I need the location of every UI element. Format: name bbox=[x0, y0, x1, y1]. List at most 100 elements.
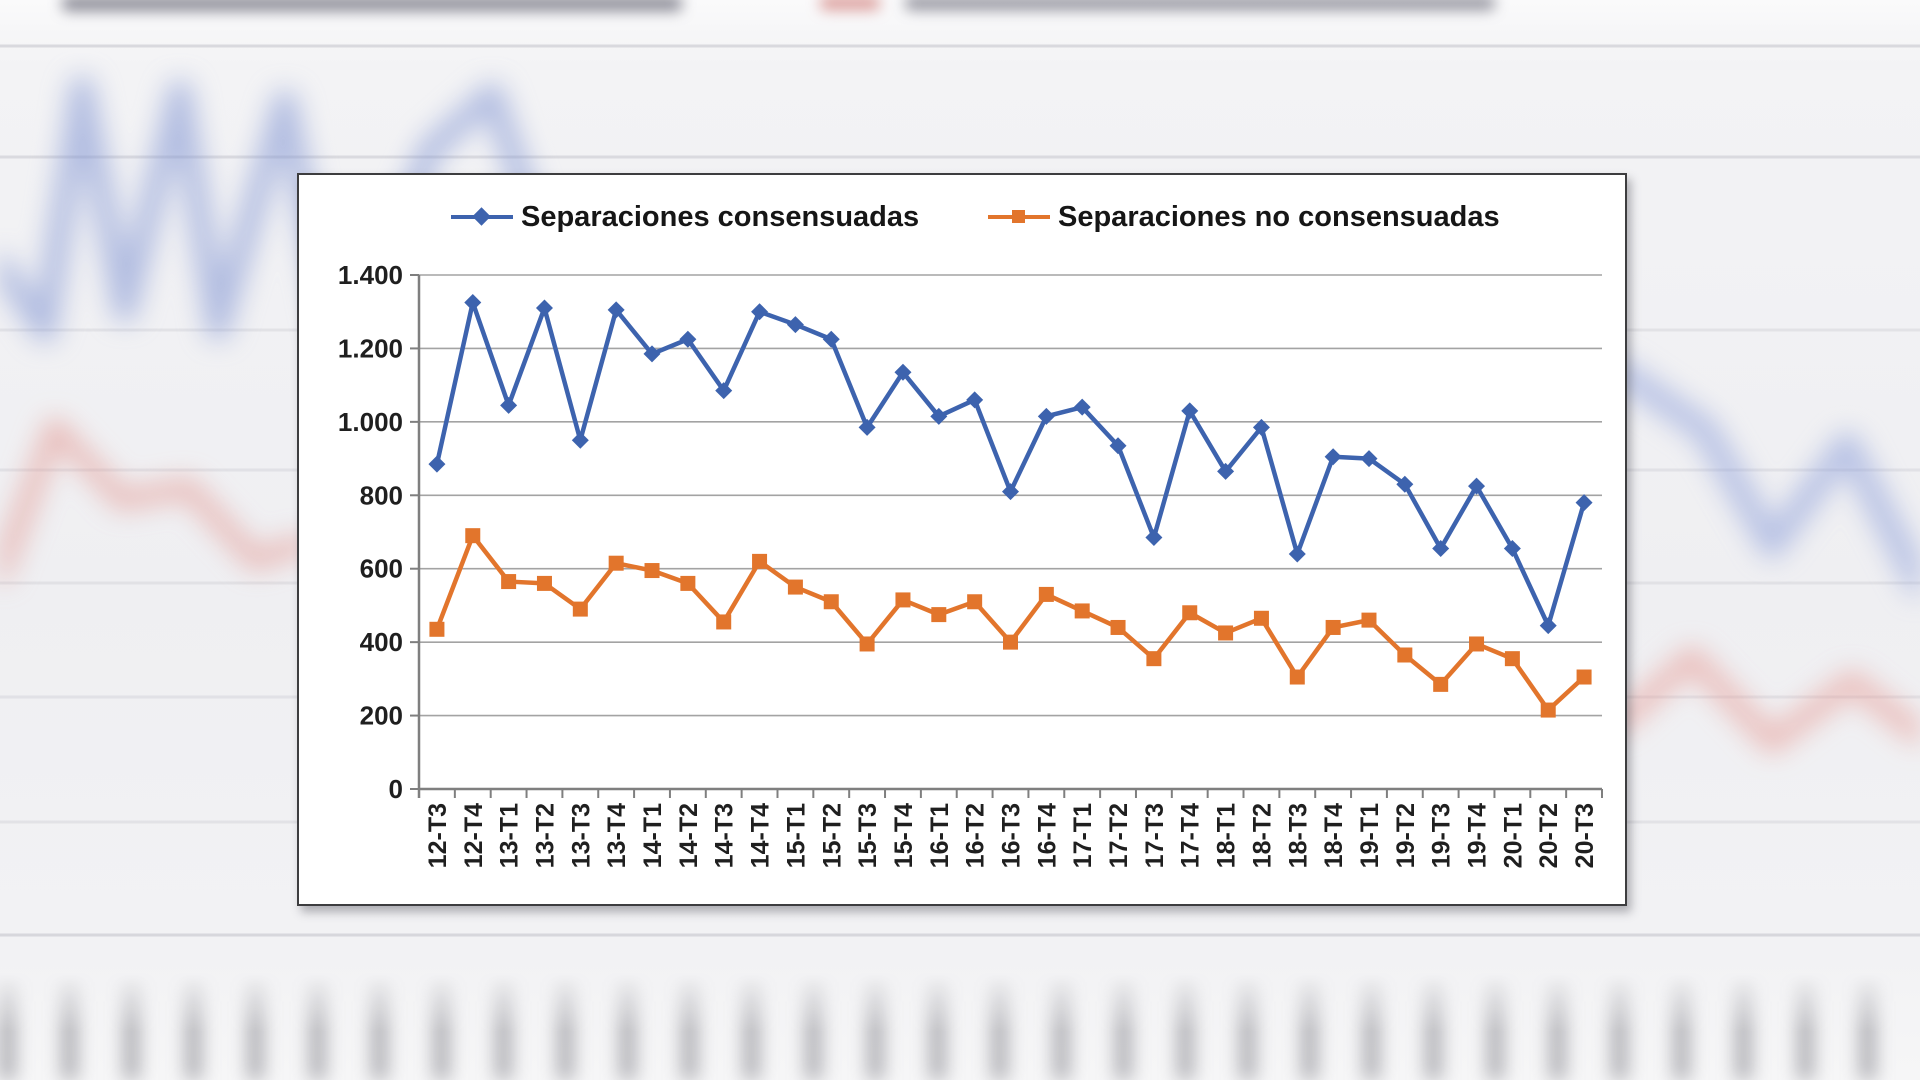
data-point-diamond-icon bbox=[1288, 545, 1306, 563]
series-line-0 bbox=[434, 300, 1587, 628]
data-point-square-icon bbox=[1110, 619, 1126, 635]
x-tick-label: 15-T2 bbox=[818, 803, 846, 868]
data-point-square-icon bbox=[787, 579, 803, 595]
data-point-diamond-icon bbox=[1217, 462, 1235, 480]
data-point-diamond-icon bbox=[715, 382, 733, 400]
data-point-square-icon bbox=[1218, 625, 1234, 641]
x-tick-label: 18-T2 bbox=[1248, 803, 1276, 868]
x-tick-label: 18-T3 bbox=[1284, 803, 1312, 868]
data-point-square-icon bbox=[1397, 647, 1413, 663]
data-point-diamond-icon bbox=[1073, 398, 1091, 416]
y-tick-label: 1.200 bbox=[338, 333, 403, 363]
data-point-square-icon bbox=[1361, 612, 1377, 628]
x-tick-label: 15-T4 bbox=[890, 803, 918, 868]
data-point-diamond-icon bbox=[894, 363, 912, 381]
data-point-diamond-icon bbox=[1360, 450, 1378, 468]
x-tick-label: 18-T4 bbox=[1320, 803, 1348, 868]
legend-marker-consensuadas-icon bbox=[451, 201, 513, 233]
data-point-diamond-icon bbox=[1539, 617, 1557, 635]
data-point-diamond-icon bbox=[535, 299, 553, 317]
data-point-diamond-icon bbox=[786, 316, 804, 334]
data-point-diamond-icon bbox=[1252, 418, 1270, 436]
data-point-square-icon bbox=[752, 553, 768, 569]
x-tick-label: 20-T1 bbox=[1499, 803, 1527, 868]
y-tick-label: 0 bbox=[389, 774, 403, 804]
data-point-square-icon bbox=[572, 601, 588, 617]
data-point-diamond-icon bbox=[464, 294, 482, 312]
data-point-diamond-icon bbox=[1396, 475, 1414, 493]
x-tick-label: 20-T3 bbox=[1571, 803, 1599, 868]
data-point-square-icon bbox=[1074, 603, 1090, 619]
data-point-square-icon bbox=[895, 592, 911, 608]
x-tick-label: 16-T4 bbox=[1033, 803, 1061, 868]
data-point-square-icon bbox=[823, 594, 839, 610]
y-tick-label: 600 bbox=[360, 554, 403, 584]
data-point-diamond-icon bbox=[1432, 540, 1450, 558]
data-point-square-icon bbox=[1146, 651, 1162, 667]
x-tick-label: 14-T1 bbox=[639, 803, 667, 868]
data-point-diamond-icon bbox=[571, 431, 589, 449]
x-tick-label: 14-T4 bbox=[747, 803, 775, 868]
x-tick-label: 13-T1 bbox=[496, 803, 524, 868]
data-point-diamond-icon bbox=[1002, 483, 1019, 501]
data-point-square-icon bbox=[931, 607, 947, 623]
data-point-square-icon bbox=[1504, 651, 1520, 667]
y-tick-label: 400 bbox=[360, 627, 403, 657]
x-tick-label: 12-T4 bbox=[460, 803, 488, 868]
y-tick-label: 800 bbox=[360, 480, 403, 510]
data-point-diamond-icon bbox=[930, 407, 948, 425]
x-tick-label: 13-T2 bbox=[531, 803, 559, 868]
data-point-diamond-icon bbox=[1468, 477, 1486, 495]
x-tick-label: 14-T2 bbox=[675, 803, 703, 868]
data-point-diamond-icon bbox=[751, 303, 769, 321]
x-tick-label: 16-T1 bbox=[926, 803, 954, 868]
data-point-diamond-icon bbox=[500, 396, 518, 414]
x-tick-label: 20-T2 bbox=[1535, 803, 1563, 868]
x-tick-label: 17-T2 bbox=[1105, 803, 1133, 868]
legend-marker-no-consensuadas-icon bbox=[988, 201, 1050, 233]
data-point-square-icon bbox=[716, 614, 732, 630]
blurred-top-text bbox=[62, 0, 682, 11]
data-point-diamond-icon bbox=[428, 455, 446, 473]
x-tick-label: 19-T3 bbox=[1428, 803, 1456, 868]
x-tick-label: 17-T3 bbox=[1141, 803, 1169, 868]
data-point-square-icon bbox=[1576, 669, 1592, 685]
x-tick-label: 14-T3 bbox=[711, 803, 739, 868]
data-point-square-icon bbox=[1289, 669, 1305, 685]
x-tick-label: 19-T1 bbox=[1356, 803, 1384, 868]
data-point-square-icon bbox=[1038, 586, 1054, 602]
y-tick-label: 1.000 bbox=[338, 407, 403, 437]
data-point-diamond-icon bbox=[1037, 407, 1055, 425]
x-tick-label: 12-T3 bbox=[424, 803, 452, 868]
x-tick-label: 15-T3 bbox=[854, 803, 882, 868]
legend-label: Separaciones consensuadas bbox=[521, 200, 920, 233]
x-tick-label: 19-T2 bbox=[1392, 803, 1420, 868]
x-tick-label: 13-T4 bbox=[603, 803, 631, 868]
data-point-diamond-icon bbox=[1109, 437, 1127, 455]
legend-item-separaciones-consensuadas: Separaciones consensuadas bbox=[451, 201, 919, 233]
blurred-top-text bbox=[905, 0, 1495, 10]
x-tick-label: 17-T1 bbox=[1069, 803, 1097, 868]
data-point-diamond-icon bbox=[1503, 540, 1521, 558]
data-point-diamond-icon bbox=[1575, 494, 1593, 512]
data-point-square-icon bbox=[644, 563, 660, 579]
data-point-square-icon bbox=[1540, 702, 1556, 718]
data-point-diamond-icon bbox=[1145, 529, 1163, 547]
data-point-diamond-icon bbox=[1181, 402, 1199, 420]
data-point-square-icon bbox=[1182, 605, 1198, 621]
data-point-diamond-icon bbox=[822, 330, 840, 348]
chart-panel: Separaciones consensuadas Separaciones n… bbox=[297, 173, 1627, 906]
data-point-diamond-icon bbox=[607, 301, 625, 319]
data-point-diamond-icon bbox=[643, 345, 661, 363]
data-point-square-icon bbox=[967, 594, 983, 610]
x-tick-label: 16-T2 bbox=[962, 803, 990, 868]
data-point-square-icon bbox=[1433, 676, 1449, 692]
data-point-square-icon bbox=[1469, 636, 1485, 652]
x-tick-label: 13-T3 bbox=[567, 803, 595, 868]
data-point-diamond-icon bbox=[966, 391, 984, 409]
x-tick-label: 19-T4 bbox=[1464, 803, 1492, 868]
legend-item-separaciones-no-consensuadas: Separaciones no consensuadas bbox=[988, 201, 1500, 233]
line-chart-plot: 0 200 400 600 800 1.000 1.200 1.400 12-T3 12-T4 13… bbox=[338, 260, 1603, 868]
data-point-square-icon bbox=[608, 555, 624, 571]
